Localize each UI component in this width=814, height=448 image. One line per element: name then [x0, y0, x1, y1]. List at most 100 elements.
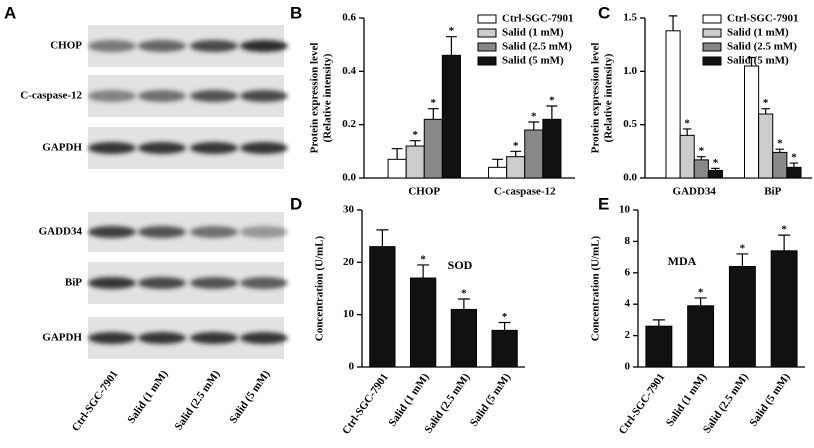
error-bar	[775, 148, 785, 153]
lane-label: Ctrl-SGC-7901	[70, 368, 121, 433]
bar	[450, 308, 478, 368]
blot-band	[240, 277, 288, 289]
significance-star: *	[781, 224, 787, 236]
error-bar	[697, 156, 706, 160]
legend-swatch	[477, 42, 497, 52]
legend-label: Salid (5 mM)	[727, 55, 789, 67]
bar	[707, 170, 724, 179]
error-bar	[747, 56, 756, 66]
x-tick-label: Ctrl-SGC-7901	[340, 371, 391, 436]
y-tick-label: 20	[343, 256, 355, 268]
bar	[687, 305, 715, 368]
significance-star: *	[763, 97, 769, 109]
blot-band	[190, 226, 238, 238]
y-tick-label: 0.0	[623, 172, 637, 184]
y-axis-label: (Relative intensity)	[603, 53, 615, 142]
annotation: MDA	[668, 254, 697, 268]
error-bar	[510, 150, 522, 157]
significance-star: *	[420, 253, 426, 265]
panel-label: E	[598, 194, 609, 213]
row-label: BiP	[65, 277, 82, 289]
blot-band	[190, 90, 238, 102]
x-tick-label: Salid (5 mM)	[747, 371, 792, 429]
significance-star: *	[791, 152, 797, 164]
y-tick-label: 4	[625, 298, 631, 310]
legend-swatch	[477, 28, 497, 38]
y-tick-label: 10	[619, 204, 631, 216]
blot-band	[240, 332, 288, 344]
bar	[409, 277, 437, 368]
significance-star: *	[698, 286, 704, 298]
blot-band	[190, 277, 238, 289]
y-axis-label: Concentration (U/mL)	[314, 235, 326, 341]
blot-band	[240, 142, 288, 154]
y-tick-label: 0.0	[342, 172, 356, 184]
significance-star: *	[412, 129, 418, 141]
panel-label: D	[290, 194, 302, 213]
bar	[679, 134, 695, 179]
legend-swatch	[702, 14, 722, 24]
y-axis-label: Concentration (U/mL)	[590, 235, 602, 341]
significance-star: *	[699, 145, 705, 157]
blot-band	[138, 40, 186, 52]
error-bar	[528, 121, 540, 130]
y-tick-label: 0	[625, 361, 631, 373]
error-bar	[409, 140, 421, 146]
y-tick-label: 0	[349, 361, 355, 373]
lane-label: Salid (1 mM)	[125, 368, 170, 426]
legend-label: Salid (2.5 mM)	[727, 41, 797, 53]
legend-label: Salid (1 mM)	[727, 27, 789, 39]
blot-band	[88, 142, 136, 154]
legend-swatch	[702, 56, 722, 66]
bar	[488, 166, 508, 179]
blot-band	[240, 226, 288, 238]
row-label: GAPDH	[42, 142, 82, 154]
error-bar	[778, 234, 791, 251]
y-tick-label: 30	[343, 204, 355, 216]
x-tick-label: Ctrl-SGC-7901	[617, 371, 668, 436]
bar	[728, 266, 756, 368]
legend-label: Ctrl-SGC-7901	[502, 13, 574, 25]
y-tick-label: 0.4	[342, 65, 356, 77]
y-axis-label: Protein expression level	[309, 43, 321, 154]
blot-band	[138, 90, 186, 102]
bar	[369, 246, 396, 368]
error-bar	[391, 148, 403, 160]
x-tick-label: BiP	[764, 186, 781, 198]
bar	[665, 30, 681, 179]
y-axis-label: (Relative intensity)	[322, 53, 334, 142]
blot-band	[240, 40, 288, 52]
bar	[405, 145, 425, 179]
x-tick-label: C-caspase-12	[494, 186, 556, 198]
error-bar	[457, 298, 470, 310]
error-bar	[427, 108, 439, 120]
error-bar	[668, 15, 678, 31]
y-tick-label: 2	[625, 329, 631, 341]
significance-star: *	[431, 97, 437, 109]
legend-swatch	[477, 14, 497, 24]
y-tick-label: 1.5	[623, 12, 637, 24]
bar	[423, 118, 443, 179]
y-tick-label: 0.6	[342, 12, 356, 24]
row-label: CHOP	[50, 40, 82, 52]
significance-star: *	[713, 157, 719, 169]
significance-star: *	[684, 117, 690, 129]
significance-star: *	[449, 25, 455, 37]
x-tick-label: Salid (5 mM)	[468, 371, 513, 429]
bar	[693, 159, 709, 179]
blot-band	[240, 90, 288, 102]
error-bar	[761, 108, 770, 114]
blot-band	[138, 332, 186, 344]
significance-star: *	[513, 140, 519, 152]
bar	[770, 250, 798, 368]
blot-band	[88, 277, 136, 289]
x-tick-label: Salid (2.5 mM)	[422, 371, 472, 435]
legend-swatch	[702, 28, 722, 38]
blot-band	[190, 332, 238, 344]
row-label: GAPDH	[42, 332, 82, 344]
significance-star: *	[461, 287, 467, 299]
y-tick-label: 10	[343, 308, 355, 320]
x-tick-label: Salid (2.5 mM)	[701, 371, 751, 435]
blot-band	[190, 40, 238, 52]
